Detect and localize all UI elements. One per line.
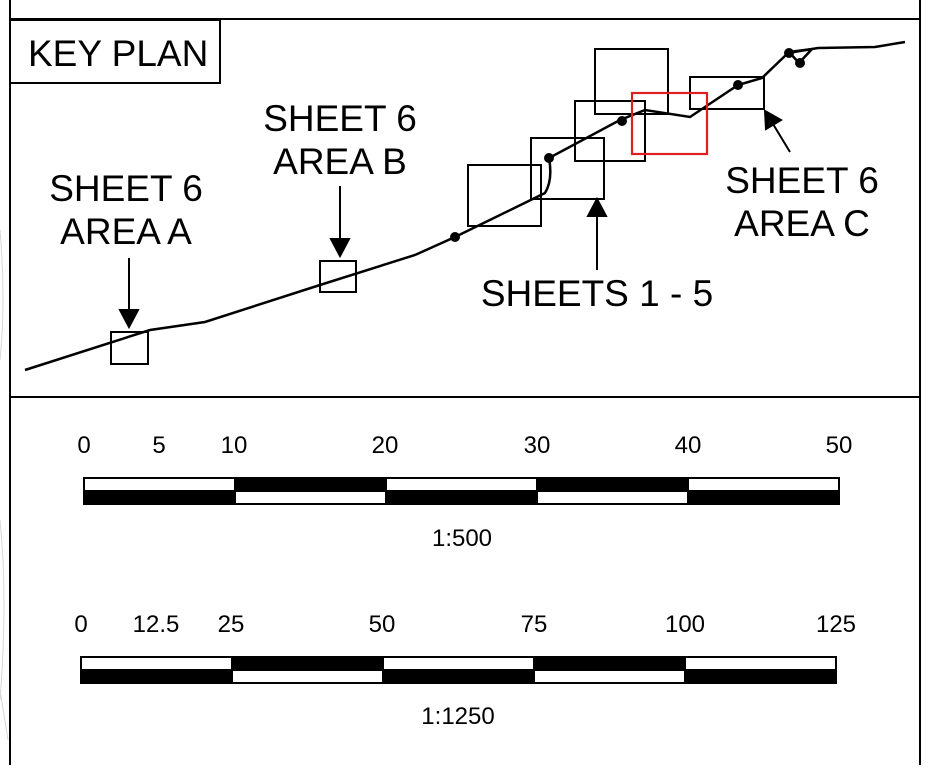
scale-tick-label: 100 <box>665 611 705 638</box>
sheet-box-area-a <box>110 331 149 365</box>
callout-arrows <box>118 109 791 330</box>
arrow-head-area-b <box>329 238 351 259</box>
scale-bar-1-1250: 0 12.5 25 50 75 100 125 1:1250 <box>74 611 856 730</box>
route-node <box>733 80 743 90</box>
route-node <box>544 153 554 163</box>
sheet-box-highlighted <box>630 91 709 156</box>
route-nodes <box>450 48 805 242</box>
sheet-box-area-b <box>319 260 357 293</box>
scale-tick-label: 40 <box>675 432 702 459</box>
key-plan-title: KEY PLAN <box>28 33 208 74</box>
arrow-head-area-a <box>118 309 140 330</box>
scale-tick-label: 20 <box>372 432 399 459</box>
scale-tick-label: 50 <box>369 611 396 638</box>
sheet-box-2 <box>530 137 605 200</box>
key-plan-labels: SHEET 6 AREA A SHEET 6 AREA B SHEETS 1 -… <box>49 98 879 314</box>
sheet-box-1 <box>467 164 542 227</box>
background-contours <box>0 229 9 741</box>
scale-tick-label: 50 <box>826 432 853 459</box>
scale-ratio: 1:1250 <box>421 703 494 730</box>
label-area-c-line1: SHEET 6 <box>725 160 879 201</box>
scale-tick-label: 30 <box>524 432 551 459</box>
label-area-a-line2: AREA A <box>60 211 192 252</box>
scale-tick-label: 0 <box>77 432 90 459</box>
route-node <box>784 48 794 58</box>
scale-tick-label: 5 <box>152 432 165 459</box>
scale-tick-label: 75 <box>521 611 548 638</box>
sheet-boxes <box>110 48 765 365</box>
scale-tick-label: 25 <box>218 611 245 638</box>
label-area-b-line1: SHEET 6 <box>263 98 417 139</box>
label-area-c-line2: AREA C <box>734 203 870 244</box>
label-sheets-1-5: SHEETS 1 - 5 <box>481 273 713 314</box>
label-area-b-line2: AREA B <box>273 141 407 182</box>
scale-tick-label: 125 <box>816 611 856 638</box>
scale-tick-label: 12.5 <box>133 611 180 638</box>
scale-ratio: 1:500 <box>432 525 492 552</box>
route-node <box>795 58 805 68</box>
arrow-head-area-c <box>763 109 783 131</box>
sheet-box-3 <box>574 100 646 162</box>
scale-bar-1-500: 0 5 10 20 30 40 50 1:500 <box>77 432 852 552</box>
route-line <box>24 40 906 372</box>
label-area-a-line1: SHEET 6 <box>49 168 203 209</box>
route-node <box>450 232 460 242</box>
route-node <box>617 116 627 126</box>
key-plan-title-box <box>9 19 221 84</box>
sheet-frame <box>9 0 921 765</box>
arrow-head-sheets <box>586 196 608 217</box>
scale-tick-label: 10 <box>221 432 248 459</box>
scale-tick-label: 0 <box>74 611 87 638</box>
